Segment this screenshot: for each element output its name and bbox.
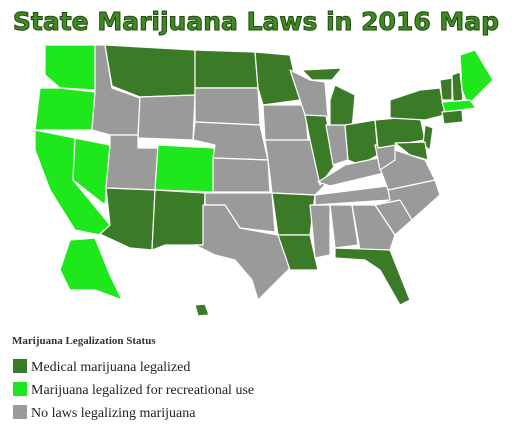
state [212,157,271,193]
state [154,144,216,193]
state [334,247,411,306]
state [151,189,206,251]
state [271,192,316,236]
state [99,187,156,251]
state [194,49,259,89]
state [389,87,446,121]
state [374,179,441,221]
state [441,109,464,125]
state [44,44,96,91]
state [34,87,96,131]
state [72,137,111,206]
state [459,49,494,106]
state [394,141,429,161]
state [194,303,210,317]
state [344,119,379,166]
legend-swatch [13,405,27,419]
state [262,104,309,141]
state [301,67,343,81]
legend-label: Marijuana legalized for recreational use [31,383,254,398]
state [309,204,331,259]
legend-items: Medical marijuana legalized Marijuana leg… [13,359,254,421]
state [105,134,159,191]
state [254,51,301,106]
legend-swatch [13,359,27,373]
legend-label: No laws legalizing marijuana [31,406,196,421]
state [441,99,477,113]
state [277,234,319,271]
us-map [34,44,494,317]
map-title: State Marijuana Laws in 2016 Map [13,7,499,36]
state [194,87,261,126]
state [351,204,396,251]
state [194,204,291,301]
state [59,237,123,301]
legend-swatch [13,382,27,396]
state [439,77,453,101]
legend-label: Medical marijuana legalized [31,360,190,375]
state [329,204,359,249]
legend-title: Marijuana Legalization Status [12,335,156,347]
state [104,44,196,98]
state [289,69,329,119]
legend: Marijuana Legalization Status Medical ma… [12,335,254,421]
state [137,94,196,141]
state [329,84,356,131]
